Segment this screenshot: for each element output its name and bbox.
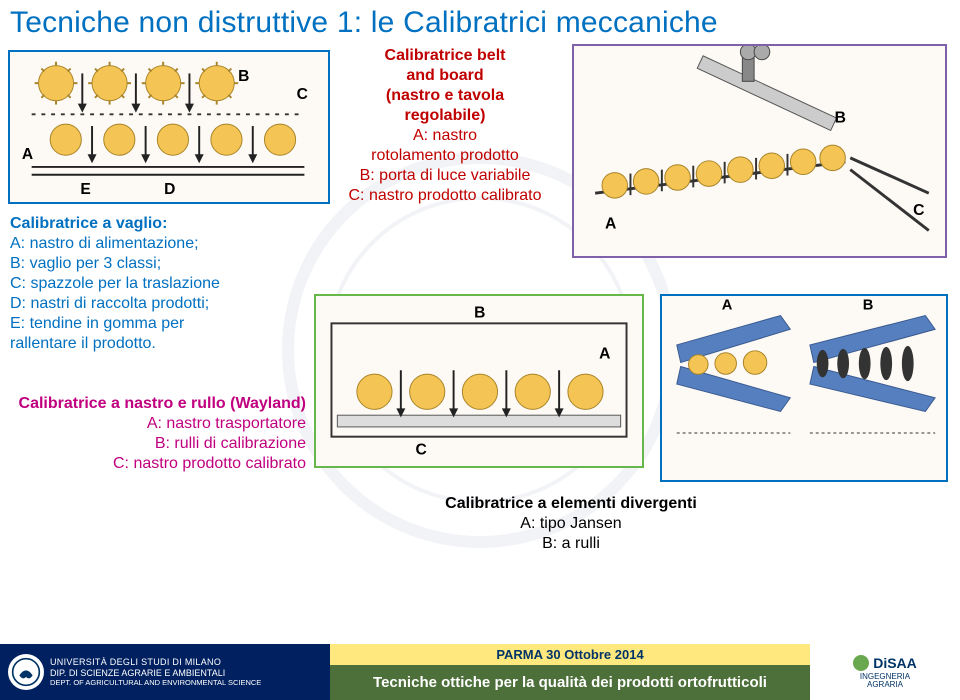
caption-wayland: Calibratrice a nastro e rullo (Wayland) … [0,394,306,474]
footer: UNIVERSITÀ DEGLI STUDI DI MILANO DIP. DI… [0,644,960,700]
svg-text:B: B [474,304,485,321]
cap3-l0: A: nastro trasportatore [0,414,306,434]
cap2-l0: A: nastro [340,126,550,146]
cap3-head: Calibratrice a nastro e rullo (Wayland) [0,394,306,414]
cap1-l5: rallentare il prodotto. [10,334,310,354]
figure-vaglio: A B C D E [8,50,330,204]
svg-text:C: C [297,86,308,103]
svg-text:B: B [238,68,249,85]
ing2: AGRARIA [860,681,910,689]
caption-divergenti: Calibratrice a elementi divergenti A: ti… [406,494,736,554]
cap4-head: Calibratrice a elementi divergenti [406,494,736,514]
cap4-l1: B: a rulli [406,534,736,554]
footer-subtitle: Tecniche ottiche per la qualità dei prod… [330,665,810,700]
svg-text:A: A [722,298,733,314]
disaa-ball-icon [853,655,869,671]
cap1-l3: D: nastri di raccolta prodotti; [10,294,310,314]
svg-text:A: A [22,146,33,163]
figure-belt-board: A B C [572,44,947,258]
footer-date: PARMA 30 Ottobre 2014 [330,644,810,665]
figure-divergenti: A B [660,294,948,482]
caption-vaglio: Calibratrice a vaglio: A: nastro di alim… [10,214,310,354]
cap3-l1: B: rulli di calibrazione [0,434,306,454]
svg-text:B: B [863,298,874,314]
cap1-l0: A: nastro di alimentazione; [10,234,310,254]
cap2-l3: C: nastro prodotto calibrato [340,186,550,206]
cap1-l1: B: vaglio per 3 classi; [10,254,310,274]
svg-text:A: A [599,346,610,363]
uni-name: UNIVERSITÀ DEGLI STUDI DI MILANO [50,657,261,668]
svg-text:C: C [415,441,426,458]
footer-left: UNIVERSITÀ DEGLI STUDI DI MILANO DIP. DI… [0,644,330,700]
svg-text:B: B [835,110,846,127]
cap2-h1: Calibratrice belt [340,46,550,66]
cap1-l2: C: spazzole per la traslazione [10,274,310,294]
cap1-head: Calibratrice a vaglio: [10,214,310,234]
cap1-l4: E: tendine in gomma per [10,314,310,334]
disaa-text: DiSAA [873,655,917,671]
footer-center: PARMA 30 Ottobre 2014 Tecniche ottiche p… [330,644,810,700]
cap2-h4: regolabile) [340,106,550,126]
slide-title: Tecniche non distruttive 1: le Calibratr… [0,0,960,44]
disaa-logo: DiSAA [853,655,917,671]
university-seal-icon [8,654,44,690]
figure-wayland: A B C [314,294,644,468]
svg-text:A: A [605,216,616,233]
svg-text:D: D [164,181,175,198]
footer-right: DiSAA INGEGNERIA AGRARIA [810,644,960,700]
content-area: A B C D E Calibratrice belt and board (n… [0,44,960,634]
cap2-h3: (nastro e tavola [340,86,550,106]
cap2-l1: rotolamento prodotto [340,146,550,166]
cap2-h2: and board [340,66,550,86]
cap2-l2: B: porta di luce variabile [340,166,550,186]
cap4-l0: A: tipo Jansen [406,514,736,534]
dept-name-en: DEPT. OF AGRICULTURAL AND ENVIRONMENTAL … [50,678,261,687]
svg-text:E: E [80,181,90,198]
dept-name: DIP. DI SCIENZE AGRARIE E AMBIENTALI [50,668,261,679]
svg-text:C: C [913,202,924,219]
cap3-l2: C: nastro prodotto calibrato [0,454,306,474]
caption-belt-board: Calibratrice belt and board (nastro e ta… [340,46,550,206]
